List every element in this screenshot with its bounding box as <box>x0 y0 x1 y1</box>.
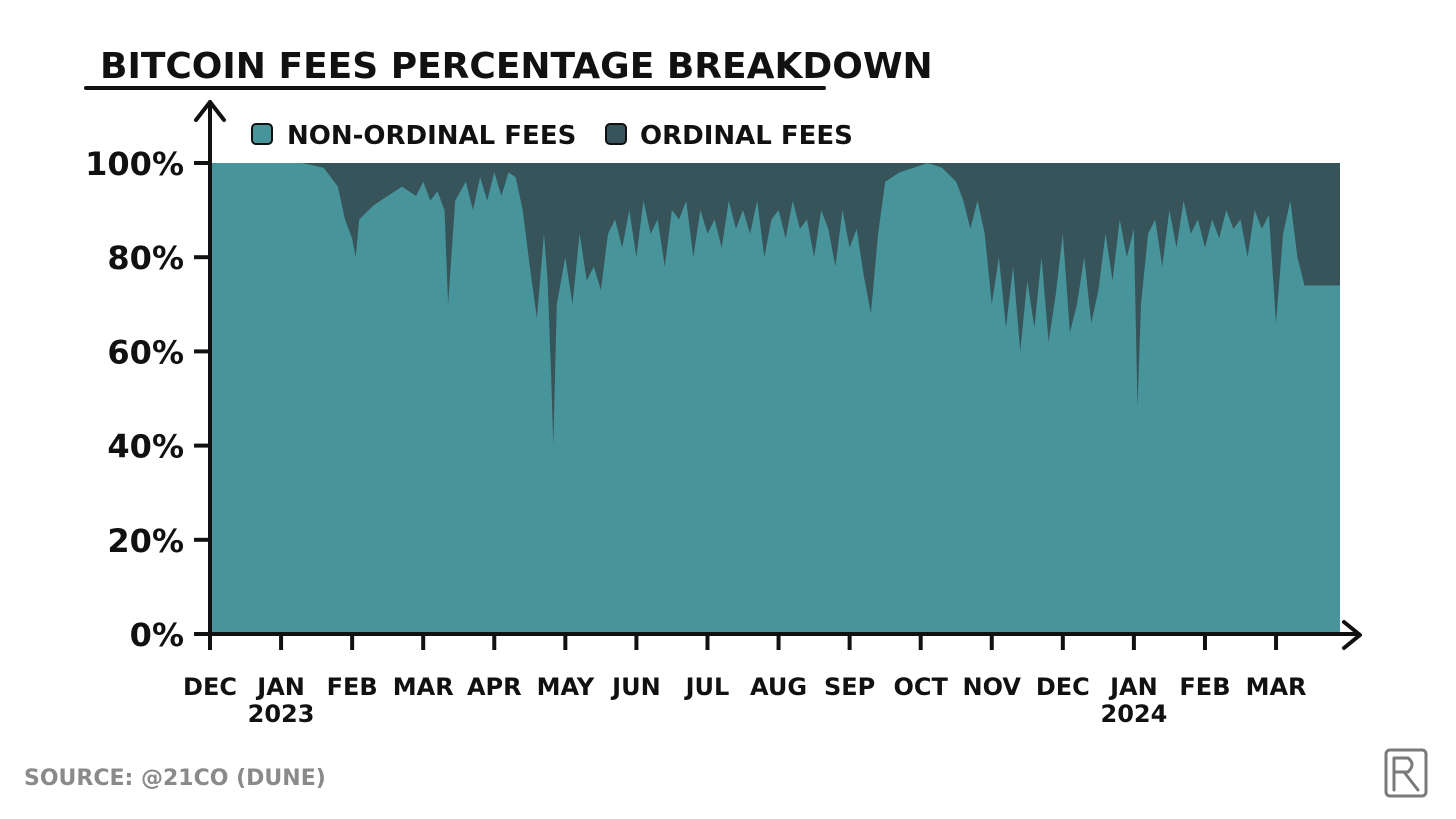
legend-swatch-non-ordinal <box>251 123 273 145</box>
x-tick-label: AUG <box>750 673 807 701</box>
x-tick-label: DEC <box>183 673 237 701</box>
chart-title: BITCOIN FEES PERCENTAGE BREAKDOWN <box>100 46 933 87</box>
source-note: SOURCE: @21CO (DUNE) <box>24 766 326 791</box>
legend-swatch-ordinal <box>605 123 627 145</box>
x-tick-label: JUN <box>610 673 661 701</box>
x-axis-arrowhead <box>1342 620 1362 650</box>
x-tick-label: NOV <box>963 673 1022 701</box>
x-tick-label: APR <box>467 673 522 701</box>
x-tick-label: OCT <box>893 673 948 701</box>
legend-label-non-ordinal: NON-ORDINAL FEES <box>287 121 576 151</box>
legend-label-ordinal: ORDINAL FEES <box>640 121 853 151</box>
axes <box>194 100 1362 650</box>
non-ordinal-fees-area <box>210 163 1340 634</box>
y-axis-arrowhead <box>194 100 226 122</box>
y-ticks: 0% 20% 40% 60% 80% 100% <box>85 145 210 654</box>
x-tick-label: FEB <box>1179 673 1230 701</box>
y-tick-label: 80% <box>107 239 184 277</box>
legend: NON-ORDINAL FEES ORDINAL FEES <box>251 121 853 151</box>
x-tick-label: MAR <box>1246 673 1307 701</box>
y-tick-label: 20% <box>107 522 184 560</box>
x-tick-year-label: 2023 <box>248 700 315 728</box>
x-tick-label: SEP <box>824 673 875 701</box>
x-tick-label: JUL <box>684 673 730 701</box>
x-tick-label: DEC <box>1036 673 1090 701</box>
x-tick-label: FEB <box>327 673 378 701</box>
y-tick-label: 40% <box>107 428 184 466</box>
x-tick-year-label: 2024 <box>1101 700 1168 728</box>
x-tick-label: JAN <box>255 673 305 701</box>
y-tick-label: 60% <box>107 333 184 371</box>
x-tick-label: MAY <box>537 673 595 701</box>
x-tick-label: JAN <box>1108 673 1158 701</box>
x-tick-label: MAR <box>393 673 454 701</box>
y-tick-label: 100% <box>85 145 184 183</box>
y-tick-label: 0% <box>130 616 184 654</box>
logo-icon <box>1384 748 1428 798</box>
